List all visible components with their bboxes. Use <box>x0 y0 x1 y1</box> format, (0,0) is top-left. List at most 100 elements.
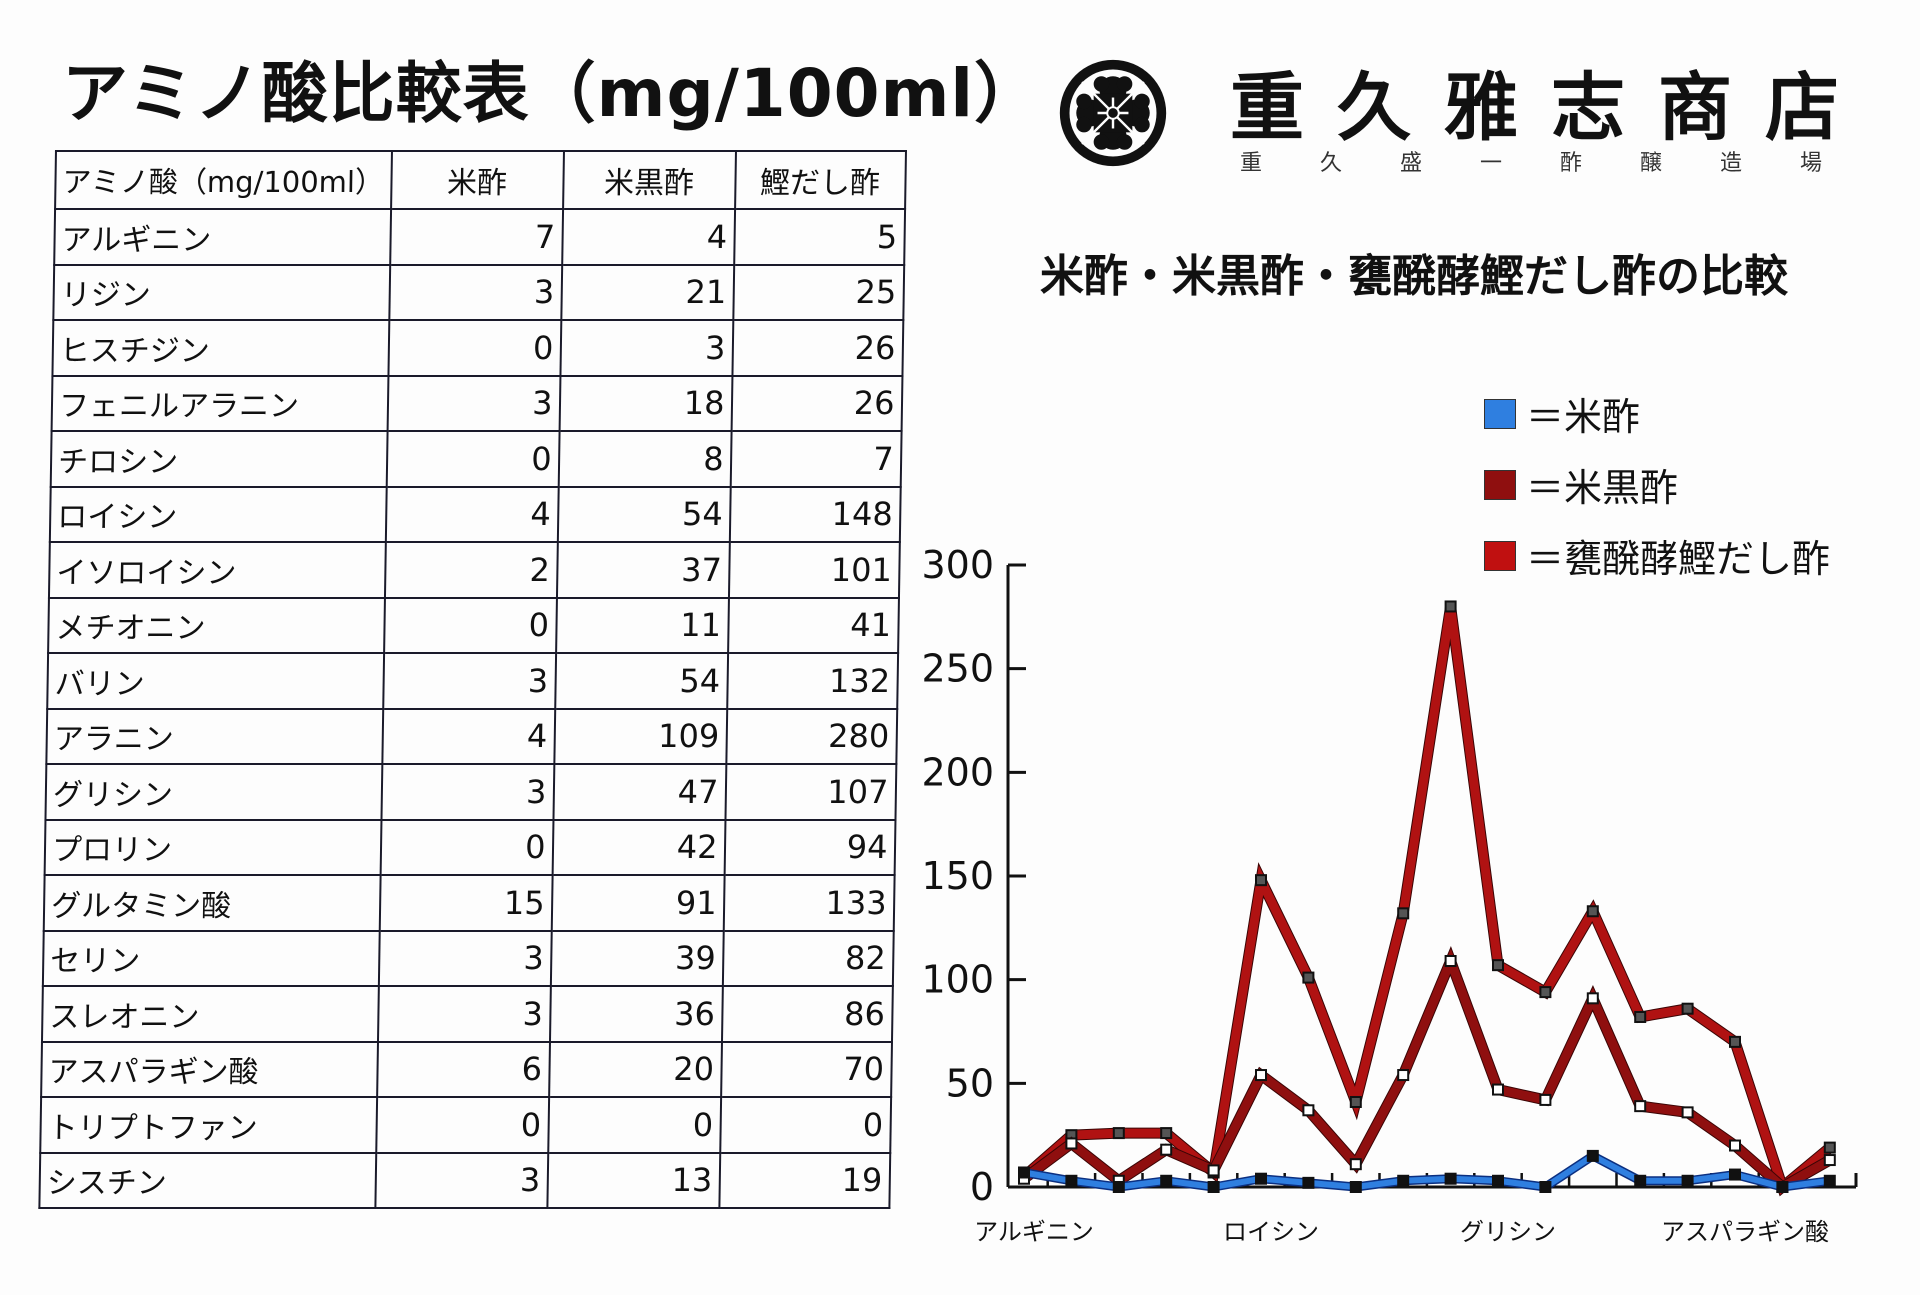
data-point-marker <box>1729 1139 1741 1152</box>
data-point-marker <box>1634 1100 1647 1113</box>
bonito-vinegar-value: 25 <box>732 264 904 320</box>
y-tick-label: 0 <box>970 1165 994 1209</box>
black-rice-vinegar-value: 39 <box>550 930 724 986</box>
rice-vinegar-value: 3 <box>387 375 560 431</box>
data-point-marker <box>1586 905 1599 918</box>
data-point-marker <box>1681 1002 1694 1015</box>
x-tick-label: アルギニン <box>974 1218 1094 1246</box>
black-rice-vinegar-value: 8 <box>558 431 732 487</box>
bonito-vinegar-value: 26 <box>731 320 903 376</box>
data-point-marker <box>1160 1127 1173 1140</box>
y-tick-label: 150 <box>921 854 994 898</box>
x-tick-label: グリシン <box>1460 1218 1556 1246</box>
data-point-marker <box>1255 874 1267 887</box>
data-point-marker <box>1729 1035 1741 1048</box>
data-point-marker <box>1397 1069 1410 1082</box>
legend-swatch-darkred-icon <box>1484 469 1516 500</box>
rice-vinegar-value: 3 <box>374 1152 548 1208</box>
bonito-vinegar-value: 94 <box>724 819 895 875</box>
black-rice-vinegar-value: 37 <box>556 542 730 598</box>
table-row: グルタミン酸 15 91 133 <box>43 875 895 931</box>
bonito-vinegar-value: 86 <box>721 986 893 1042</box>
amino-acid-name: シスチン <box>39 1152 376 1208</box>
black-rice-vinegar-value: 13 <box>546 1152 720 1208</box>
table-row: フェニルアラニン 3 18 26 <box>51 375 902 431</box>
rice-vinegar-value: 2 <box>384 542 558 598</box>
data-point-marker <box>1397 907 1410 920</box>
amino-acid-name: スレオニン <box>41 986 379 1042</box>
amino-acid-name: アスパラギン酸 <box>41 1041 378 1097</box>
table-header-row: アミノ酸（mg/100ml） 米酢 米黒酢 鰹だし酢 <box>55 151 906 209</box>
table-row: セリン 3 39 82 <box>42 930 894 986</box>
table-row: グリシン 3 47 107 <box>45 764 896 820</box>
data-point-marker <box>1823 1141 1836 1154</box>
bonito-vinegar-value: 41 <box>727 597 899 653</box>
amino-acid-name: セリン <box>42 930 380 986</box>
data-point-marker <box>1681 1106 1694 1119</box>
bonito-vinegar-value: 70 <box>720 1041 892 1097</box>
legend-item-rice-vinegar: ＝米酢 <box>1484 378 1830 449</box>
table-row: リジン 3 21 25 <box>53 264 904 320</box>
bonito-vinegar-value: 7 <box>730 431 902 487</box>
data-point-marker <box>1539 1181 1552 1193</box>
y-tick-label: 100 <box>921 958 994 1002</box>
data-point-marker <box>1302 1176 1315 1189</box>
table-row: チロシン 0 8 7 <box>50 431 902 487</box>
y-tick-label: 250 <box>921 647 994 691</box>
data-point-marker <box>1207 1164 1220 1177</box>
data-point-marker <box>1160 1143 1173 1156</box>
y-tick-label: 300 <box>921 543 994 587</box>
data-point-marker <box>1255 1172 1267 1185</box>
legend-item-bonito-vinegar: ＝甕醗酵鰹だし酢 <box>1484 520 1830 591</box>
brand-subtitle: 重久盛一酢醸造場 <box>1240 151 1881 176</box>
data-point-marker <box>1492 1174 1504 1187</box>
bonito-vinegar-value: 0 <box>719 1097 891 1153</box>
black-rice-vinegar-value: 54 <box>557 486 731 542</box>
rice-vinegar-value: 4 <box>381 708 555 764</box>
bonito-vinegar-value: 19 <box>718 1152 890 1208</box>
black-rice-vinegar-value: 20 <box>548 1041 722 1097</box>
series-2 <box>1018 600 1836 1197</box>
data-point-marker <box>1397 1174 1410 1187</box>
black-rice-vinegar-value: 3 <box>559 320 733 376</box>
table-row: メチオニン 0 11 41 <box>48 597 899 653</box>
amino-acid-name: メチオニン <box>48 597 385 653</box>
amino-acid-name: バリン <box>47 653 384 709</box>
data-point-marker <box>1112 1181 1125 1193</box>
amino-acid-name: アルギニン <box>54 209 391 265</box>
series-0 <box>1018 1149 1836 1193</box>
legend-swatch-red-icon <box>1484 540 1516 571</box>
data-point-marker <box>1634 1174 1647 1187</box>
data-point-marker <box>1823 1174 1836 1187</box>
amino-acid-name: ヒスチジン <box>52 320 389 376</box>
brand-name: 重久雅志商店 <box>1230 65 1872 151</box>
data-point-marker <box>1065 1137 1078 1150</box>
amino-acid-name: アラニン <box>46 708 383 764</box>
bonito-vinegar-value: 107 <box>724 764 896 820</box>
black-rice-vinegar-value: 91 <box>551 875 725 931</box>
bonito-vinegar-value: 148 <box>729 486 901 542</box>
data-point-marker <box>1444 1172 1457 1185</box>
data-point-marker <box>1492 1083 1504 1096</box>
table-row: アスパラギン酸 6 20 70 <box>41 1041 892 1097</box>
rice-vinegar-value: 3 <box>377 986 551 1042</box>
rice-vinegar-value: 3 <box>388 264 562 320</box>
header-black-rice-vinegar: 米黒酢 <box>562 151 736 209</box>
table-row: プロリン 0 42 94 <box>44 819 895 875</box>
table-row: イソロイシン 2 37 101 <box>48 542 900 598</box>
black-rice-vinegar-value: 47 <box>552 764 726 820</box>
data-point-marker <box>1444 600 1457 613</box>
series-1 <box>1018 945 1836 1194</box>
family-crest-flower-icon <box>1059 59 1167 167</box>
rice-vinegar-value: 4 <box>385 486 559 542</box>
data-point-marker <box>1729 1168 1741 1181</box>
amino-acid-table: アミノ酸（mg/100ml） 米酢 米黒酢 鰹だし酢 アルギニン 7 4 5 リジン 3 2… <box>38 150 906 1209</box>
amino-acid-name: ロイシン <box>49 486 387 542</box>
data-point-marker <box>1444 955 1457 968</box>
data-point-marker <box>1681 1174 1694 1187</box>
data-point-marker <box>1823 1154 1836 1167</box>
data-point-marker <box>1492 959 1504 972</box>
header-amino-acid: アミノ酸（mg/100ml） <box>55 151 392 209</box>
data-point-marker <box>1112 1127 1125 1140</box>
